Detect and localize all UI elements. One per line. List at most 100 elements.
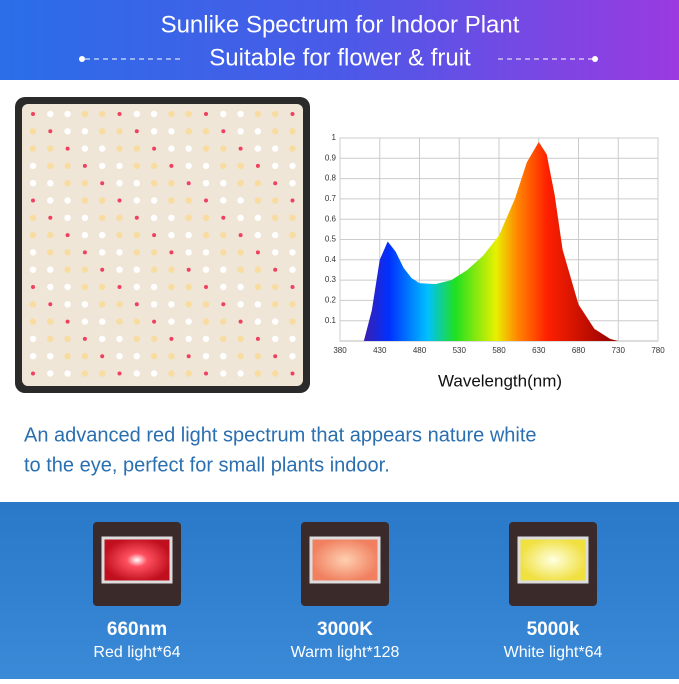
led [31,112,35,116]
y-tick-label: 0.8 [325,174,337,183]
led [117,371,122,376]
led [116,145,123,152]
led [254,266,262,273]
led [185,145,192,152]
led [254,128,262,135]
led [237,266,244,273]
led [152,319,157,324]
led [289,249,296,256]
led [99,231,106,239]
led [47,266,54,273]
led [220,162,227,170]
led [220,353,227,360]
led [221,302,226,307]
led [81,283,89,291]
led [133,180,140,187]
led [237,162,244,170]
led [116,353,123,360]
led [99,110,106,118]
x-tick-label: 680 [572,346,586,355]
led [204,112,208,116]
led [289,145,296,152]
led [133,335,140,343]
led [47,110,54,118]
led [289,301,296,308]
led [81,180,89,187]
led [82,163,87,168]
led [150,197,158,204]
led [99,301,106,308]
led [117,198,122,203]
led [254,370,262,377]
led [202,266,210,273]
led [168,128,175,135]
x-tick-label: 780 [651,346,665,355]
led [290,371,295,376]
led [220,335,227,343]
subtitle: Suitable for flower & fruit [209,44,471,71]
led [272,370,279,377]
led [31,198,35,203]
led [220,318,227,325]
led [64,249,71,256]
led [289,128,296,135]
led [220,249,227,256]
led [168,283,175,291]
led [254,353,262,360]
led [273,354,278,359]
led [272,128,279,135]
led [202,301,210,308]
led [65,146,70,151]
led [116,266,123,273]
led [254,180,262,187]
led [134,302,139,307]
led [202,335,210,343]
chip-light [101,536,173,584]
led [255,250,260,255]
led [238,319,243,324]
led [47,197,54,204]
led-board [22,104,303,386]
chip-light [517,536,589,584]
led [237,197,244,204]
led [47,180,54,187]
led [81,353,89,360]
led [289,335,296,343]
led [99,283,106,291]
led [81,266,89,273]
led [237,214,244,221]
led [202,318,210,325]
led [289,180,296,187]
led [81,128,89,135]
led [272,318,279,325]
y-tick-label: 0.4 [325,255,337,264]
y-tick-label: 0.5 [325,235,337,244]
led [168,301,175,308]
led [100,181,105,186]
led [64,110,71,118]
led [150,335,158,343]
led [150,301,158,308]
led [133,249,140,256]
led [116,162,123,170]
y-tick-label: 1 [332,133,337,142]
led [150,370,158,377]
led [64,197,71,204]
led-label: Red light*64 [93,644,180,661]
led [99,145,106,152]
led [185,301,192,308]
led [64,128,71,135]
led [150,110,158,118]
led [64,180,71,187]
led [185,197,192,204]
led [29,353,37,360]
led [168,197,175,204]
led [273,267,278,272]
led [133,283,140,291]
led-name: 3000K [317,619,373,640]
led [237,249,244,256]
led [47,370,54,377]
led [48,302,53,307]
led [100,354,105,359]
